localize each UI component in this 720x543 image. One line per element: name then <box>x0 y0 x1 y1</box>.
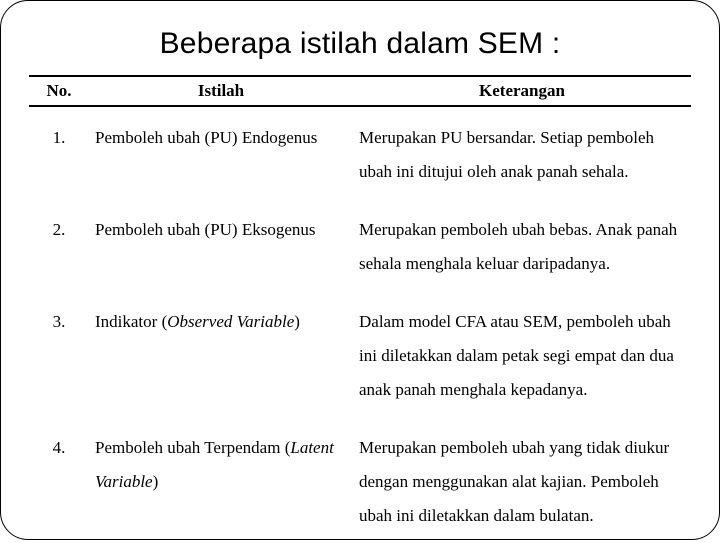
cell-desc: Dalam model CFA atau SEM, pemboleh ubah … <box>353 291 691 417</box>
table-body: 1. Pemboleh ubah (PU) Endogenus Merupaka… <box>29 106 691 543</box>
cell-term: Pemboleh ubah Terpendam (Latent Variable… <box>89 417 353 543</box>
page-title: Beberapa istilah dalam SEM : <box>29 27 691 61</box>
cell-no: 3. <box>29 291 89 417</box>
col-header-term: Istilah <box>89 76 353 106</box>
cell-desc: Merupakan PU bersandar. Setiap pemboleh … <box>353 106 691 199</box>
table-row: 2. Pemboleh ubah (PU) Eksogenus Merupaka… <box>29 199 691 291</box>
col-header-no: No. <box>29 76 89 106</box>
cell-no: 4. <box>29 417 89 543</box>
table-header-row: No. Istilah Keterangan <box>29 76 691 106</box>
cell-term: Pemboleh ubah (PU) Endogenus <box>89 106 353 199</box>
cell-term: Indikator (Observed Variable) <box>89 291 353 417</box>
cell-no: 1. <box>29 106 89 199</box>
terms-table: No. Istilah Keterangan 1. Pemboleh ubah … <box>29 75 691 543</box>
cell-no: 2. <box>29 199 89 291</box>
col-header-desc: Keterangan <box>353 76 691 106</box>
table-row: 1. Pemboleh ubah (PU) Endogenus Merupaka… <box>29 106 691 199</box>
table-row: 3. Indikator (Observed Variable) Dalam m… <box>29 291 691 417</box>
cell-term: Pemboleh ubah (PU) Eksogenus <box>89 199 353 291</box>
slide-frame: Beberapa istilah dalam SEM : No. Istilah… <box>0 0 720 540</box>
cell-desc: Merupakan pemboleh ubah yang tidak diuku… <box>353 417 691 543</box>
table-row: 4. Pemboleh ubah Terpendam (Latent Varia… <box>29 417 691 543</box>
cell-desc: Merupakan pemboleh ubah bebas. Anak pana… <box>353 199 691 291</box>
